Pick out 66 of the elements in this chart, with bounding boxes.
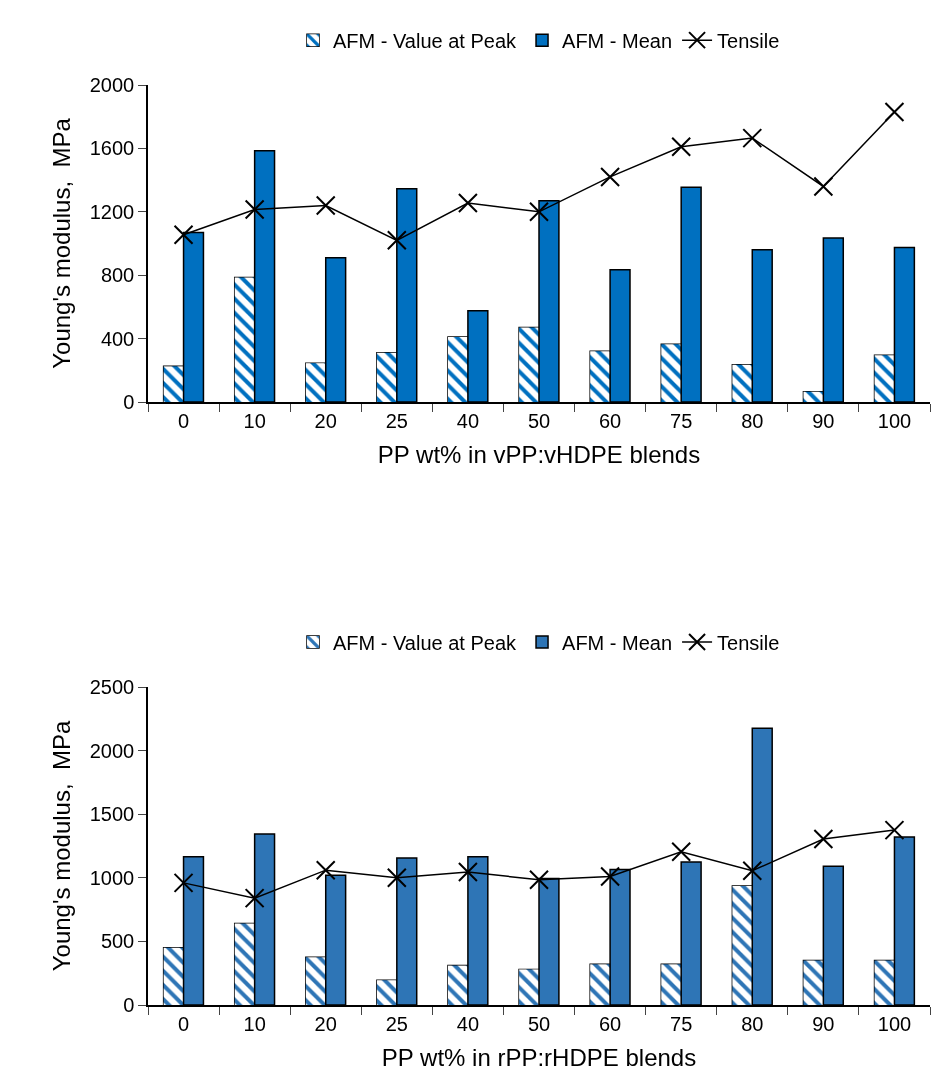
point xyxy=(529,201,549,222)
x-axis-title: PP wt% in rPP:rHDPE blends xyxy=(381,1043,697,1071)
x-tick-label: 10 xyxy=(243,1012,266,1035)
x-tick-label: 90 xyxy=(812,1012,835,1035)
point xyxy=(884,820,905,841)
legend-label: AFM - Value at Peak xyxy=(333,29,518,52)
point xyxy=(813,176,834,197)
x-tick-label: 100 xyxy=(877,1012,912,1035)
y-tick-label: 800 xyxy=(100,264,135,287)
y-tick-label: 400 xyxy=(100,327,135,350)
point xyxy=(315,195,336,216)
x-tick-label: 100 xyxy=(877,409,912,432)
legend-label: AFM - Mean xyxy=(562,631,673,654)
point xyxy=(244,888,265,909)
point xyxy=(244,199,265,220)
point xyxy=(173,872,194,893)
x-tick-label: 80 xyxy=(741,409,764,432)
x-tick-label: 25 xyxy=(385,1012,408,1035)
point xyxy=(884,101,905,122)
y-tick-label: 2000 xyxy=(89,739,135,762)
x-tick-label: 0 xyxy=(177,1012,190,1035)
point xyxy=(600,866,621,887)
x-tick-label: 50 xyxy=(527,1012,551,1035)
x-tick-label: 20 xyxy=(314,409,337,432)
x-tick-label: 50 xyxy=(527,409,551,432)
x-tick-label: 75 xyxy=(670,409,693,432)
point xyxy=(742,128,763,149)
point xyxy=(457,193,478,214)
y-axis-title: Young's modulus, MPa xyxy=(48,720,76,972)
x-axis-title: PP wt% in vPP:vHDPE blends xyxy=(377,440,701,468)
point xyxy=(529,869,549,890)
point xyxy=(600,166,621,187)
x-tick-label: 40 xyxy=(456,1012,480,1035)
point xyxy=(742,860,763,881)
point xyxy=(173,224,194,245)
y-tick-label: 0 xyxy=(123,391,135,413)
x-tick-label: 90 xyxy=(812,409,835,432)
y-tick-label: 0 xyxy=(123,994,135,1016)
y-axis-title: Young's modulus, MPa xyxy=(48,117,76,369)
y-tick-label: 1500 xyxy=(89,803,135,826)
y-tick-label: 1600 xyxy=(89,137,135,160)
y-tick-label: 2000 xyxy=(89,74,135,96)
y-tick-label: 500 xyxy=(100,930,135,953)
point xyxy=(457,862,478,883)
legend-label: Tensile xyxy=(717,29,780,52)
x-tick-label: 60 xyxy=(598,409,622,432)
x-tick-label: 80 xyxy=(741,1012,764,1035)
y-tick-label: 1000 xyxy=(89,866,135,889)
point xyxy=(315,860,336,881)
x-tick-label: 25 xyxy=(385,409,408,432)
x-tick-label: 40 xyxy=(456,409,480,432)
x-tick-label: 60 xyxy=(598,1012,622,1035)
x-tick-label: 75 xyxy=(670,1012,693,1035)
point xyxy=(386,230,407,251)
legend-label: Tensile xyxy=(717,631,780,654)
x-tick-label: 0 xyxy=(177,409,190,432)
point xyxy=(813,829,834,849)
point xyxy=(671,136,692,157)
point xyxy=(671,841,692,862)
y-tick-label: 1200 xyxy=(89,200,135,223)
x-tick-label: 20 xyxy=(314,1012,337,1035)
point xyxy=(386,867,407,888)
legend-label: AFM - Mean xyxy=(562,29,673,52)
legend-label: AFM - Value at Peak xyxy=(333,631,518,654)
x-tick-label: 10 xyxy=(243,409,266,432)
y-tick-label: 2500 xyxy=(89,676,135,698)
